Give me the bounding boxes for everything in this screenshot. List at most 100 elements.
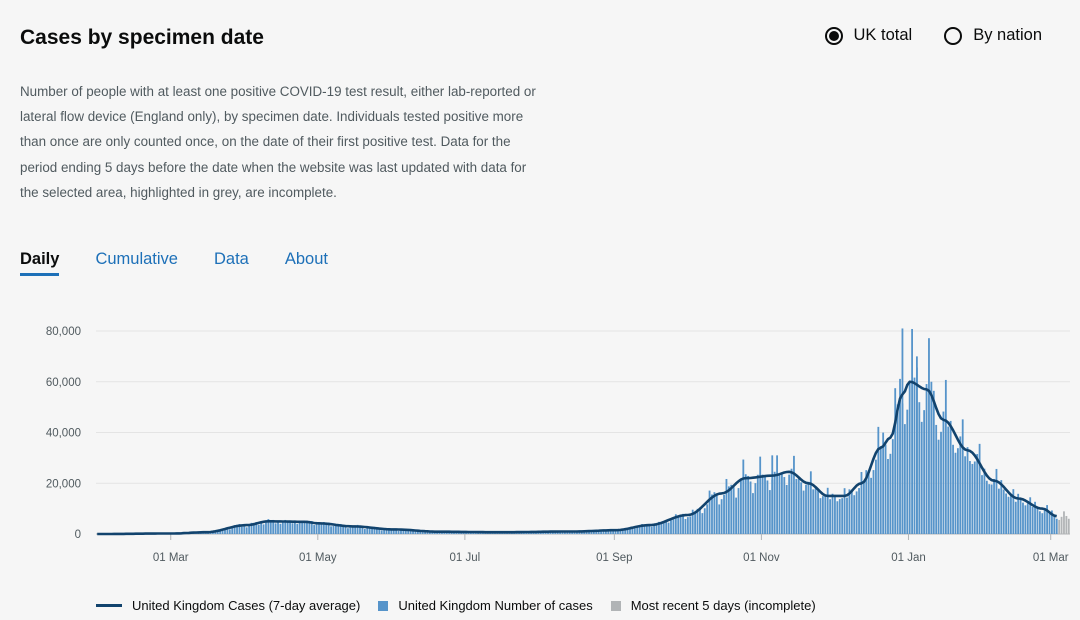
daily-bar bbox=[337, 524, 340, 534]
daily-bar bbox=[1053, 516, 1056, 534]
daily-bar bbox=[231, 528, 234, 534]
daily-bar bbox=[643, 525, 646, 534]
daily-bar bbox=[978, 443, 981, 534]
daily-bar bbox=[826, 487, 829, 534]
daily-bar bbox=[860, 471, 863, 534]
x-tick-label: 01 Jan bbox=[891, 552, 926, 564]
daily-bar bbox=[600, 531, 602, 534]
daily-bar bbox=[617, 530, 619, 534]
daily-bar bbox=[318, 523, 320, 534]
daily-bar bbox=[351, 526, 354, 534]
radio-uk-total[interactable]: UK total bbox=[824, 26, 912, 45]
daily-bar bbox=[366, 528, 369, 534]
daily-bar bbox=[624, 528, 627, 534]
page-title: Cases by specimen date bbox=[20, 26, 264, 49]
daily-bar bbox=[1000, 480, 1003, 534]
daily-bar bbox=[595, 531, 598, 534]
daily-bar bbox=[870, 477, 873, 534]
daily-bar bbox=[756, 474, 759, 534]
daily-bar bbox=[711, 494, 713, 534]
daily-bar bbox=[1024, 505, 1027, 534]
daily-bar bbox=[1046, 505, 1049, 534]
daily-bar bbox=[306, 520, 308, 534]
daily-bar bbox=[713, 492, 716, 534]
daily-bar bbox=[703, 508, 706, 534]
daily-bar bbox=[448, 532, 451, 534]
daily-bar bbox=[363, 529, 366, 534]
daily-bar bbox=[347, 528, 349, 534]
daily-bar bbox=[332, 525, 335, 534]
daily-bar bbox=[585, 531, 588, 534]
tab-cumulative[interactable]: Cumulative bbox=[95, 250, 178, 268]
daily-bar bbox=[551, 531, 554, 534]
daily-bar bbox=[983, 468, 986, 534]
daily-bar bbox=[308, 523, 311, 534]
daily-bar bbox=[1063, 511, 1065, 534]
daily-bar bbox=[788, 474, 791, 534]
daily-bar bbox=[846, 497, 848, 534]
daily-bar bbox=[1026, 503, 1029, 534]
daily-bar bbox=[872, 470, 875, 534]
daily-bar bbox=[214, 531, 217, 534]
x-tick-label: 01 Mar bbox=[1033, 552, 1069, 564]
daily-bar bbox=[884, 444, 887, 534]
daily-bar bbox=[1051, 510, 1053, 534]
daily-bar bbox=[662, 521, 665, 534]
legend-incomplete-label: Most recent 5 days (incomplete) bbox=[630, 598, 816, 613]
daily-bar bbox=[985, 480, 988, 534]
daily-bar bbox=[286, 520, 289, 534]
chart-tabs: Daily Cumulative Data About bbox=[20, 250, 328, 276]
daily-bar bbox=[966, 447, 969, 534]
tab-daily[interactable]: Daily bbox=[20, 250, 60, 276]
daily-bar bbox=[566, 532, 569, 534]
daily-bar bbox=[944, 379, 947, 534]
daily-bar bbox=[802, 490, 805, 534]
tab-data[interactable]: Data bbox=[213, 250, 249, 268]
daily-bar bbox=[908, 383, 911, 534]
daily-bar bbox=[694, 511, 697, 534]
daily-bar bbox=[1031, 507, 1034, 534]
daily-bar bbox=[416, 530, 419, 534]
daily-bar bbox=[990, 484, 993, 534]
legend-daily: United Kingdom Number of cases bbox=[378, 598, 593, 613]
daily-bar bbox=[621, 529, 624, 534]
daily-bar bbox=[236, 524, 238, 534]
daily-bar bbox=[824, 496, 827, 534]
daily-bar bbox=[354, 525, 357, 534]
daily-bar bbox=[899, 378, 901, 534]
daily-bar bbox=[583, 532, 586, 534]
daily-bar bbox=[701, 513, 704, 534]
daily-bar bbox=[636, 526, 639, 534]
daily-bar bbox=[740, 479, 742, 534]
daily-bar bbox=[954, 452, 957, 534]
daily-bar bbox=[253, 522, 255, 534]
daily-bar bbox=[216, 530, 219, 534]
daily-bar bbox=[875, 459, 877, 534]
daily-bar bbox=[761, 474, 764, 534]
daily-bar bbox=[865, 470, 868, 534]
daily-bar bbox=[817, 490, 819, 534]
daily-bar bbox=[718, 504, 721, 534]
daily-bar bbox=[1034, 501, 1036, 534]
daily-bar bbox=[1048, 512, 1051, 534]
daily-bar bbox=[670, 520, 672, 534]
daily-bar bbox=[1019, 499, 1022, 534]
daily-bar bbox=[322, 522, 325, 534]
x-tick-label: 01 May bbox=[299, 552, 337, 564]
daily-bar bbox=[747, 475, 750, 534]
daily-bar bbox=[831, 493, 834, 534]
daily-bar bbox=[879, 446, 882, 534]
daily-bar bbox=[809, 471, 812, 534]
daily-bar bbox=[976, 454, 979, 534]
tab-about[interactable]: About bbox=[284, 250, 328, 268]
daily-bar bbox=[783, 477, 786, 534]
daily-bar bbox=[660, 523, 663, 534]
daily-bar bbox=[959, 436, 962, 534]
radio-by-nation[interactable]: By nation bbox=[944, 26, 1042, 45]
daily-bar bbox=[800, 482, 803, 534]
daily-bar bbox=[993, 478, 995, 534]
daily-bar bbox=[928, 338, 930, 534]
daily-bar bbox=[836, 501, 839, 534]
daily-bar bbox=[706, 504, 709, 534]
daily-bar bbox=[805, 484, 807, 534]
